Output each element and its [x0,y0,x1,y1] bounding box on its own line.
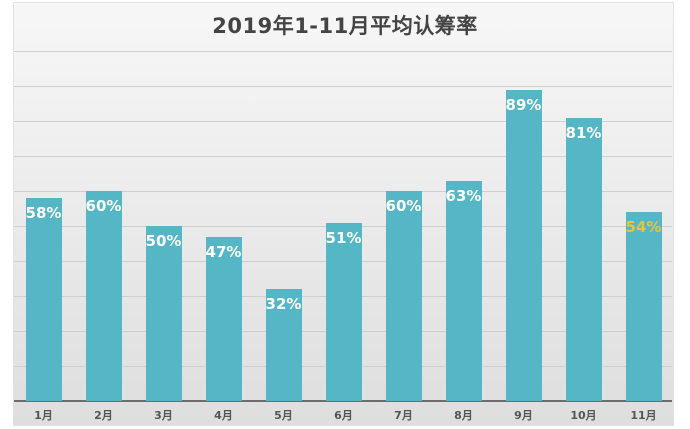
bar-value-label: 32% [265,295,302,313]
gridline [14,51,672,52]
bar-value-label: 63% [445,186,482,205]
bar-value-label: 50% [145,232,182,250]
bar-value-label: 51% [325,228,362,247]
bar-6 [325,222,362,401]
x-tick-label: 3月 [154,409,173,422]
gridline [14,156,672,157]
bar-8 [445,180,482,401]
bar-value-label: 58% [25,204,62,222]
x-axis-line [14,400,672,402]
x-tick-label: 1月 [34,409,53,422]
x-tick-label: 7月 [394,409,413,422]
bar-2 [85,191,122,401]
bar-5 [265,289,302,401]
x-tick-label: 9月 [514,409,533,422]
bar-value-label: 81% [565,123,602,142]
bar-10 [565,117,602,401]
bar-value-label: 60% [385,197,422,215]
bar-value-label: 60% [85,197,122,215]
bar-11 [625,212,662,401]
gridline [14,121,672,122]
x-tick-label: 4月 [214,409,233,422]
chart-title: 2019年1-11月平均认筹率 [212,14,478,38]
x-tick-label: 2月 [94,409,113,422]
gridline [14,191,672,192]
x-tick-label: 6月 [334,409,353,422]
gridline [14,86,672,87]
x-tick-label: 11月 [630,409,657,422]
bar-value-label: 54% [625,218,662,236]
bar-value-label: 89% [505,95,542,114]
bar-9 [505,89,542,401]
x-tick-label: 10月 [570,409,597,422]
bar-7 [385,191,422,401]
bar-4 [205,236,242,401]
x-tick-label: 8月 [454,409,473,422]
bar-value-label: 47% [205,242,242,261]
x-tick-label: 5月 [274,409,293,422]
bar-3 [145,226,182,401]
bar-1 [25,198,62,401]
